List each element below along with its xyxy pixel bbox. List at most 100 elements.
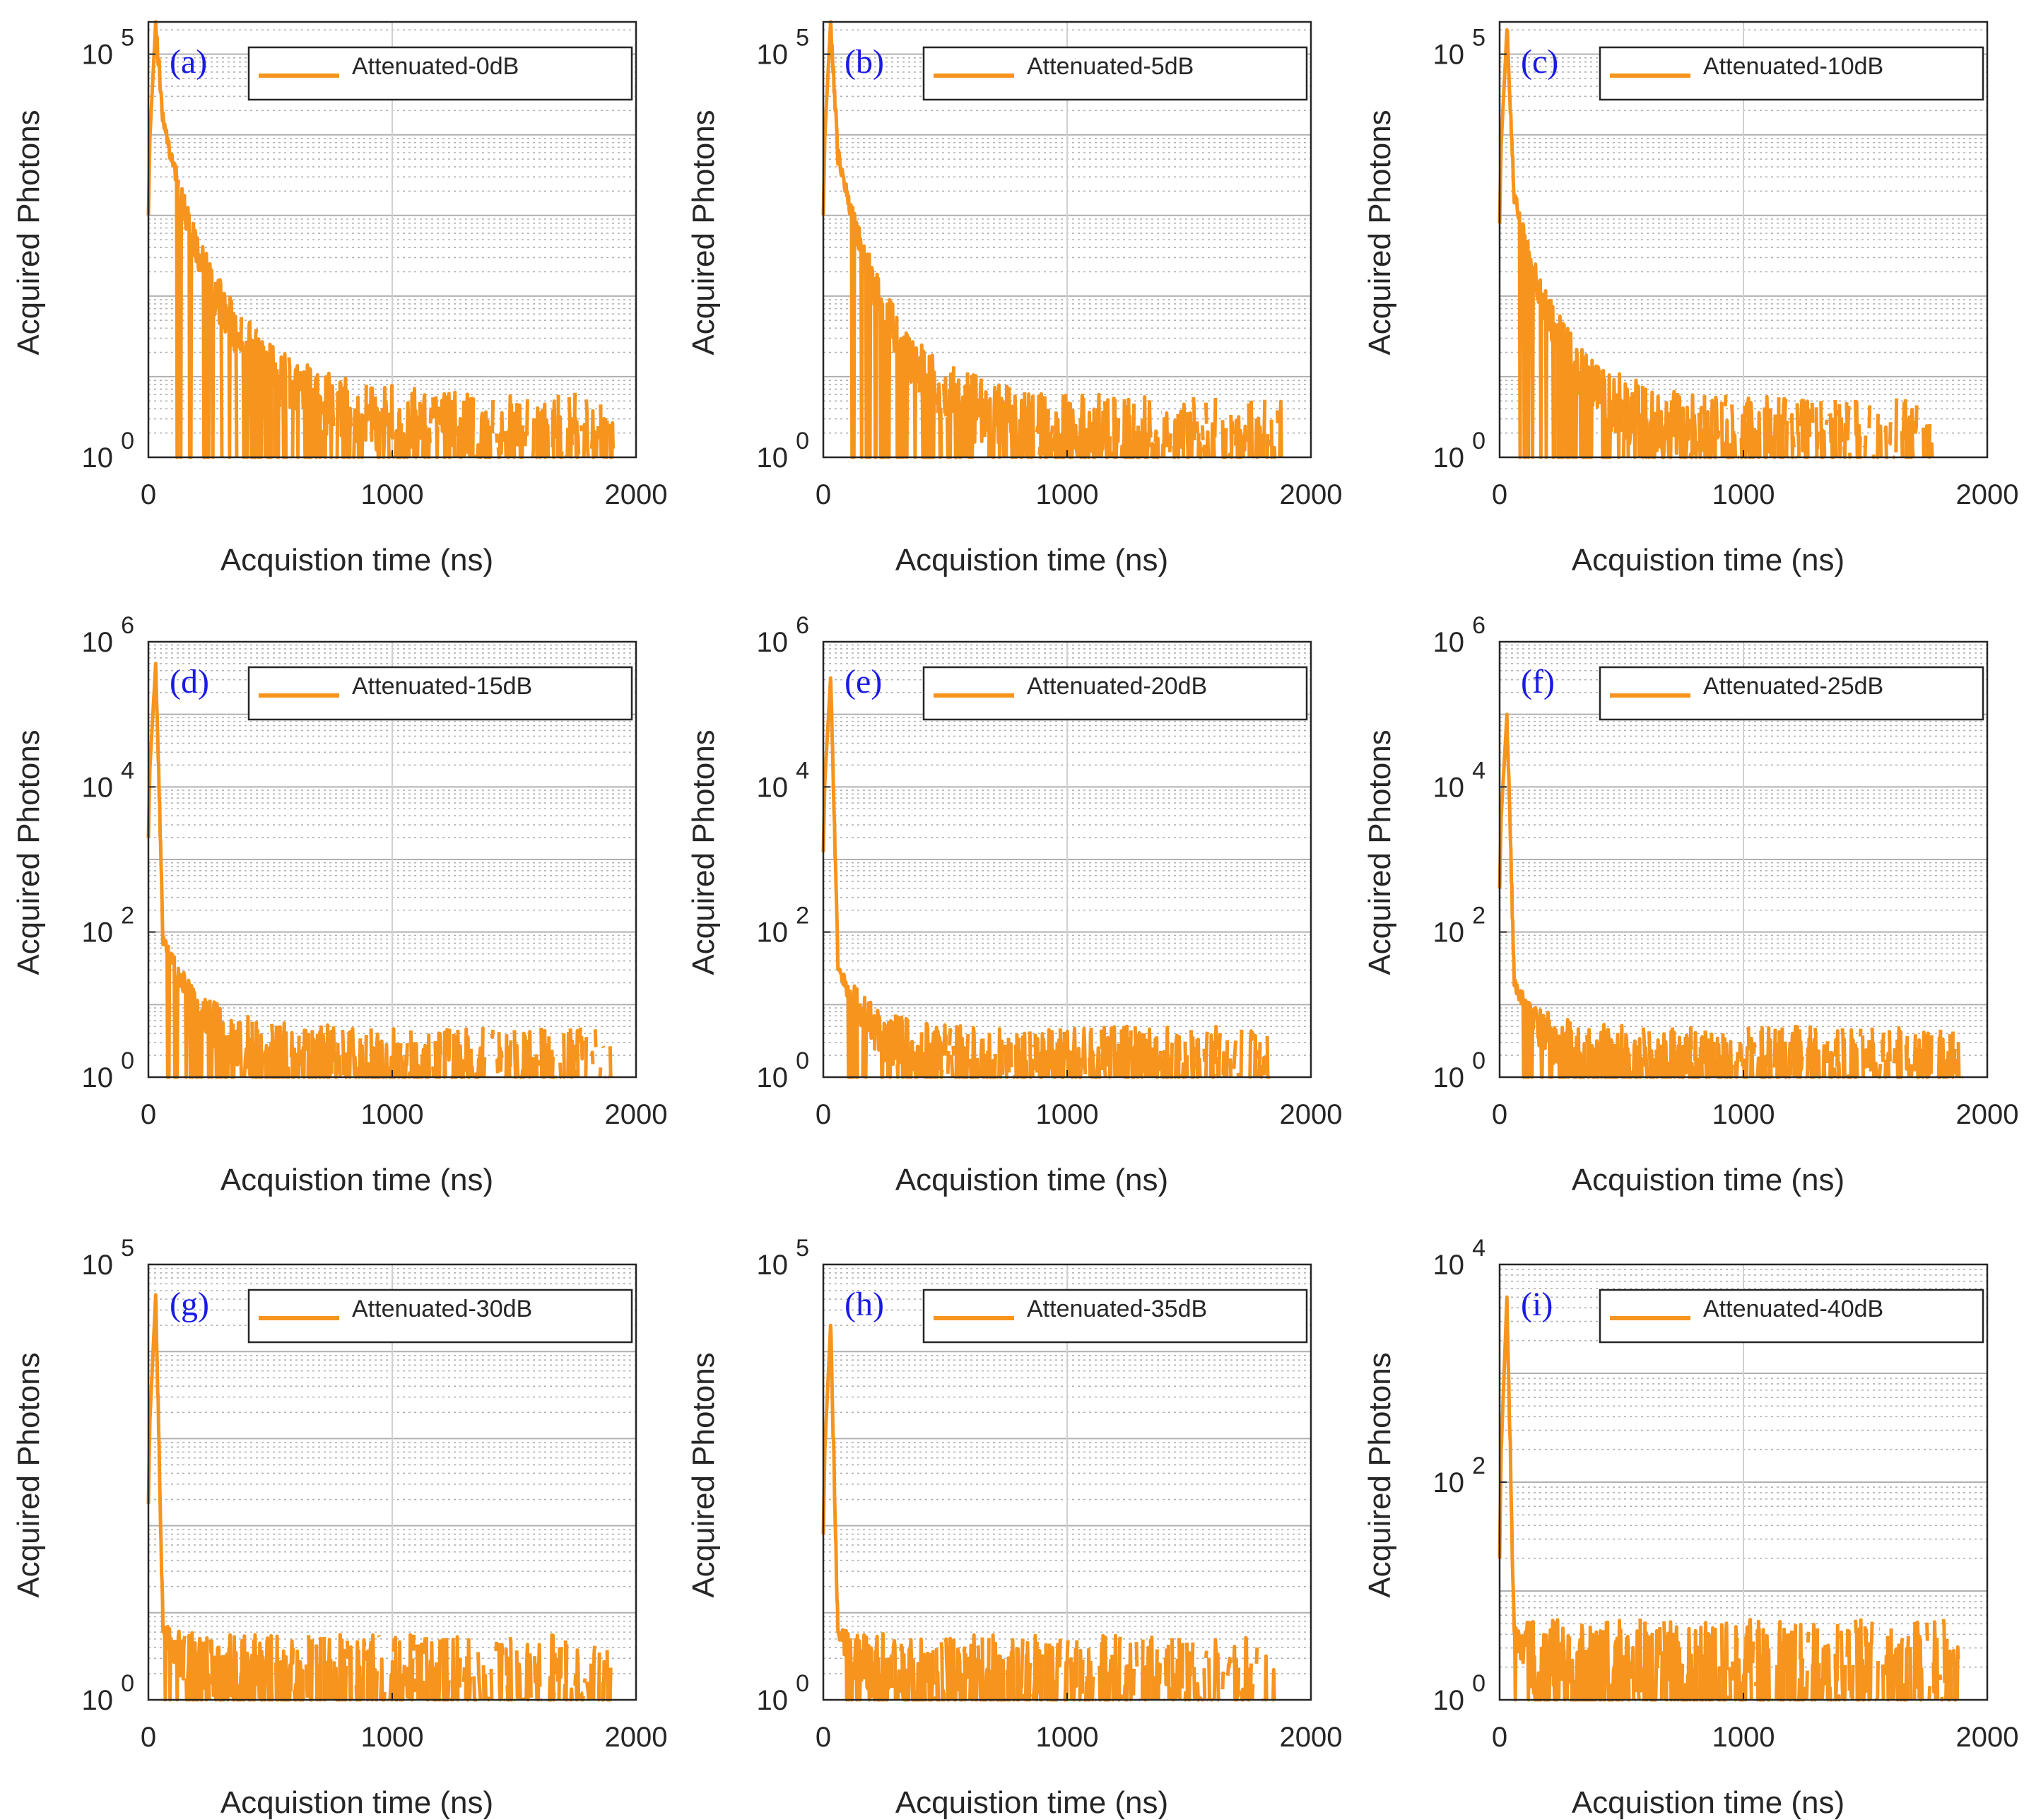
data-series-line	[608, 1046, 613, 1078]
data-series-line	[1839, 417, 1844, 442]
data-series-line	[1640, 385, 1645, 459]
data-series-line	[1913, 405, 1919, 434]
data-series-line	[369, 1028, 387, 1079]
data-series-line	[1770, 446, 1775, 458]
data-series-line	[1113, 1633, 1119, 1701]
y-tick-label: 10 5	[1432, 25, 1485, 71]
x-tick-label: 0	[141, 1722, 156, 1753]
panel-letter: (d)	[170, 663, 209, 700]
data-series-line	[584, 1037, 589, 1078]
data-series-line	[579, 1691, 585, 1702]
data-series-line	[964, 1033, 970, 1079]
data-series-line	[214, 278, 224, 458]
y-tick-label: 10 4	[81, 757, 134, 803]
data-series-line	[1955, 1645, 1960, 1701]
data-series-line	[452, 390, 457, 458]
data-series-line	[419, 1642, 424, 1701]
data-series-line	[497, 1032, 504, 1072]
data-series-line	[990, 385, 997, 459]
data-series-line	[1739, 413, 1746, 459]
data-series-line	[1642, 387, 1649, 459]
data-series-line	[270, 1021, 287, 1079]
data-series-line	[420, 393, 428, 459]
y-tick-label: 10 0	[1432, 428, 1485, 474]
data-series-line	[1187, 1651, 1192, 1702]
data-series-line	[1107, 1026, 1114, 1079]
data-series-line	[1904, 1035, 1910, 1071]
data-series-line	[333, 1633, 343, 1702]
y-axis-title: Acquired Photons	[686, 1352, 721, 1597]
data-series-line	[400, 1043, 409, 1079]
data-series-line	[405, 1667, 410, 1699]
data-series-line	[589, 1050, 595, 1064]
data-series-line	[962, 1646, 967, 1702]
y-tick-label: 10 2	[1432, 903, 1485, 949]
data-series-line	[1069, 1026, 1078, 1079]
data-series-line	[437, 406, 442, 425]
panel-letter: (c)	[1521, 43, 1558, 81]
data-series-line	[1243, 1636, 1249, 1701]
data-series-line	[1850, 1665, 1855, 1701]
y-tick-label: 10 4	[756, 757, 809, 803]
data-series-line	[1248, 1029, 1254, 1079]
data-series-line	[1952, 1048, 1957, 1075]
data-series-line	[1254, 416, 1261, 459]
data-series-line	[473, 1046, 483, 1079]
data-series-line	[1810, 402, 1815, 423]
chart-panel-g: 0 1000 2000 10 0 10 5 Acquistion time (ns) Acq…	[11, 1235, 667, 1820]
data-series-line	[1599, 1023, 1621, 1079]
data-series-line	[307, 1635, 314, 1702]
data-series-line	[1631, 1039, 1640, 1079]
x-tick-label: 0	[816, 1099, 831, 1130]
data-series-line	[558, 1062, 563, 1079]
data-series-line	[1863, 435, 1868, 458]
data-series-line	[250, 1021, 260, 1079]
data-series-line	[1832, 1067, 1837, 1078]
panel-letter: (i)	[1521, 1286, 1553, 1323]
data-series-line	[981, 1038, 987, 1079]
data-series-line	[1723, 394, 1728, 407]
data-series-line	[1047, 1643, 1060, 1702]
data-series-line	[494, 1641, 499, 1652]
data-series-line	[1791, 1624, 1798, 1702]
data-series-line	[1908, 1647, 1913, 1701]
x-axis-title: Acquistion time (ns)	[895, 1785, 1168, 1820]
data-series-line	[1234, 415, 1244, 459]
data-series-line	[1627, 396, 1633, 445]
data-series-line	[557, 1647, 563, 1701]
data-series-line	[1940, 1037, 1946, 1079]
data-series-line	[1080, 1027, 1088, 1075]
data-series-line	[1110, 451, 1114, 458]
data-series-line	[536, 1643, 542, 1702]
data-series-line	[1906, 1058, 1911, 1078]
data-series-line	[1242, 424, 1248, 452]
data-series-line	[963, 384, 968, 458]
y-axis-title: Acquired Photons	[1363, 1352, 1397, 1597]
data-series-line	[589, 1663, 593, 1701]
data-series-line	[1705, 399, 1715, 459]
data-series-line	[1183, 1691, 1188, 1702]
data-series-line	[1148, 1636, 1155, 1701]
data-series-line	[1745, 397, 1756, 459]
data-series-line	[1860, 1658, 1866, 1702]
data-series-line	[1220, 420, 1228, 459]
data-series-line	[569, 1687, 574, 1702]
data-series-line	[922, 1021, 930, 1079]
chart-panel-c: 0 1000 2000 10 0 10 5 Acquistion time (ns) Acq…	[1363, 20, 2018, 577]
x-axis-title: Acquistion time (ns)	[1572, 543, 1844, 577]
data-series-line	[234, 1021, 244, 1078]
data-series-line	[1867, 405, 1872, 429]
data-series-line	[1880, 1032, 1885, 1063]
data-series-line	[982, 390, 990, 438]
y-tick-label: 10 5	[756, 1235, 809, 1281]
data-series-line	[1259, 1064, 1264, 1079]
y-tick-label: 10 0	[756, 1670, 809, 1716]
data-series-line	[928, 1026, 944, 1079]
data-series-line	[508, 1636, 514, 1702]
data-series-line	[1944, 1051, 1951, 1079]
data-series-line	[1576, 1027, 1588, 1079]
data-series-line	[1839, 1630, 1845, 1701]
data-series-line	[1671, 1625, 1682, 1702]
data-series-line	[442, 1030, 447, 1079]
data-series-line	[1671, 389, 1680, 455]
